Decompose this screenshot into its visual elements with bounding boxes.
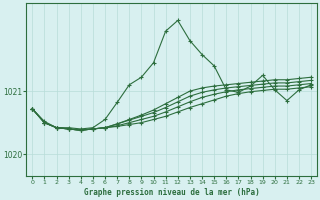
X-axis label: Graphe pression niveau de la mer (hPa): Graphe pression niveau de la mer (hPa) [84,188,260,197]
